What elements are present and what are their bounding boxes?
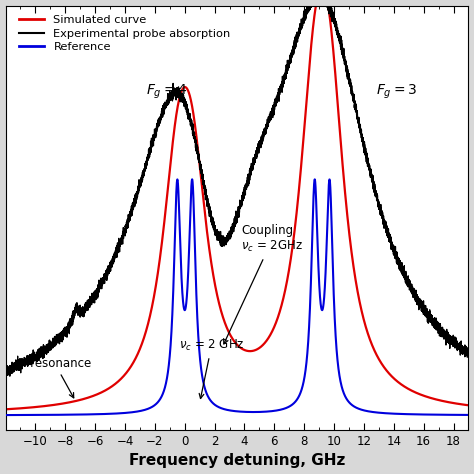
- X-axis label: Frequency detuning, GHz: Frequency detuning, GHz: [129, 454, 345, 468]
- Text: $F_g=3$: $F_g=3$: [376, 82, 418, 100]
- Legend: Simulated curve, Experimental probe absorption, Reference: Simulated curve, Experimental probe abso…: [16, 11, 234, 56]
- Text: $\nu_c$ = 2 GHz: $\nu_c$ = 2 GHz: [179, 338, 245, 399]
- Text: Coupling
$\nu_c$ = 2GHz: Coupling $\nu_c$ = 2GHz: [224, 224, 303, 344]
- Text: N-resonance: N-resonance: [18, 356, 92, 398]
- Text: $F_g=4$: $F_g=4$: [146, 82, 188, 100]
